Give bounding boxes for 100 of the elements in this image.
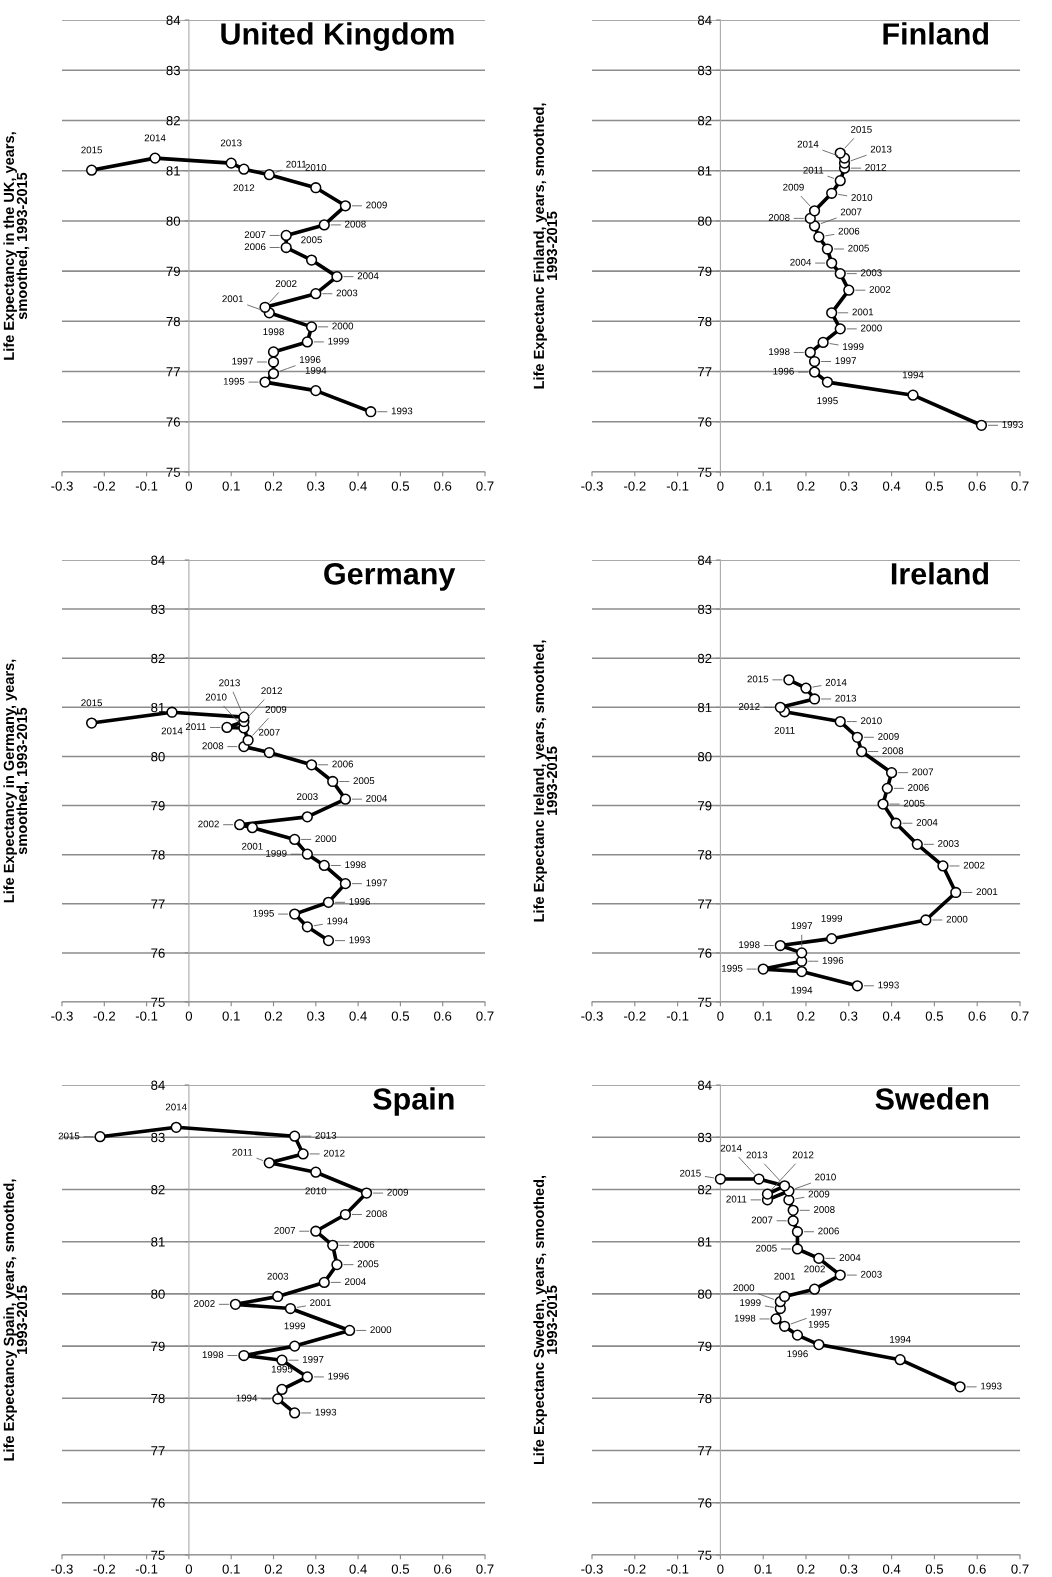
point [94,1131,106,1143]
annotation: 2007 [751,1216,773,1224]
point [753,1173,765,1185]
annotation: 2011 [803,166,824,174]
annotation: 2013 [315,1131,337,1139]
annotation: 1997 [835,357,856,365]
annotation: 2002 [869,285,891,293]
chart-title: Ireland [891,562,989,585]
annotation: 2011 [232,1148,253,1156]
annotation: 2011 [774,726,795,734]
annotation: 2008 [345,220,366,228]
y-tick-label: 77 [151,1446,165,1456]
point [267,367,280,380]
point [263,746,275,759]
annotation: 2003 [267,1272,289,1280]
annotation: 2011 [726,1195,747,1203]
point [272,1290,284,1303]
x-tick-label: 0.5 [925,1011,944,1021]
annotation: 2007 [274,1226,296,1234]
annotation: 2006 [332,760,354,768]
annotation: 2015 [851,125,872,133]
point [289,1130,301,1142]
x-tick-label: 0 [185,1564,193,1574]
point [791,1329,804,1341]
annotation: 2004 [366,794,388,802]
x-tick-label: 0.1 [222,1564,240,1574]
y-tick-label: 82 [151,1185,165,1195]
point [800,682,812,694]
y-tick-label: 80 [697,752,712,762]
y-tick-label: 76 [151,1498,165,1508]
annotation: 2005 [301,236,322,244]
annotation: 2004 [916,818,938,826]
x-tick-label: 0.5 [391,1011,410,1021]
x-tick-label: 0.6 [968,481,986,491]
annotation: 2011 [286,160,307,168]
annotation: 2007 [840,208,862,216]
annotation: 2012 [738,703,760,710]
y-tick-label: 81 [697,1237,712,1247]
annotation: 1999 [843,343,864,351]
annotation: 1999 [266,849,287,857]
annotation: 2014 [797,140,819,148]
x-tick-label: -0.3 [51,1011,73,1021]
annotation: 1998 [739,941,760,949]
point [327,1239,339,1251]
x-tick-label: 0.1 [222,481,240,491]
annotation: 2000 [733,1284,755,1292]
point [851,980,863,992]
y-tick-label: 82 [166,116,180,126]
point [834,175,846,187]
annotation: 2001 [852,308,874,316]
y-tick-label: 79 [151,801,165,811]
point [813,1338,825,1351]
y-tick-label: 76 [698,1498,712,1508]
x-tick-label: 0.3 [840,1011,858,1021]
point [238,163,250,175]
point [813,231,825,243]
annotation: 2004 [357,272,379,280]
annotation: 2015 [747,675,769,683]
annotation: 2008 [768,214,790,221]
point [339,878,352,890]
point [360,1187,373,1199]
y-tick-label: 81 [697,166,712,176]
annotation: 2014 [825,678,847,686]
y-tick-label: 78 [151,1393,165,1404]
annotation: 1997 [366,879,387,887]
x-tick-label: 0 [185,1011,193,1021]
point [301,921,313,933]
annotation: 1993 [391,407,413,415]
annotation: 2003 [297,793,318,801]
annotation: 2013 [746,1151,768,1159]
point [821,376,834,388]
point [310,385,322,397]
annotation: 2010 [205,693,227,701]
point [894,1354,906,1366]
x-tick-label: 0.5 [925,1564,944,1574]
y-axis-title: Life Expectanc Finland, years, smoothed, 1993-2015 [533,103,558,389]
annotation: 2001 [976,888,998,896]
annotation: 2003 [861,1270,882,1278]
point [310,1225,322,1237]
x-tick-label: 0.7 [1011,481,1029,491]
y-tick-label: 77 [698,367,712,377]
x-tick-label: -0.3 [581,1011,603,1021]
x-tick-label: -0.1 [135,481,158,491]
point [911,838,923,850]
y-tick-label: 75 [151,997,165,1007]
y-tick-label: 78 [698,850,712,860]
annotation: 1996 [349,898,370,905]
x-tick-label: 0.5 [391,481,410,491]
x-tick-label: 0.4 [349,481,367,491]
annotation: 2013 [870,145,892,153]
annotation: 2010 [851,194,873,201]
point [276,1383,288,1396]
annotation: 1997 [811,1308,832,1316]
x-tick-label: 0.4 [349,1564,367,1574]
point [310,288,322,300]
chart-title: Spain [373,1087,454,1116]
annotation: 2006 [818,1227,839,1235]
annotation: 1994 [890,1335,911,1343]
point [856,745,868,758]
point [890,817,902,829]
